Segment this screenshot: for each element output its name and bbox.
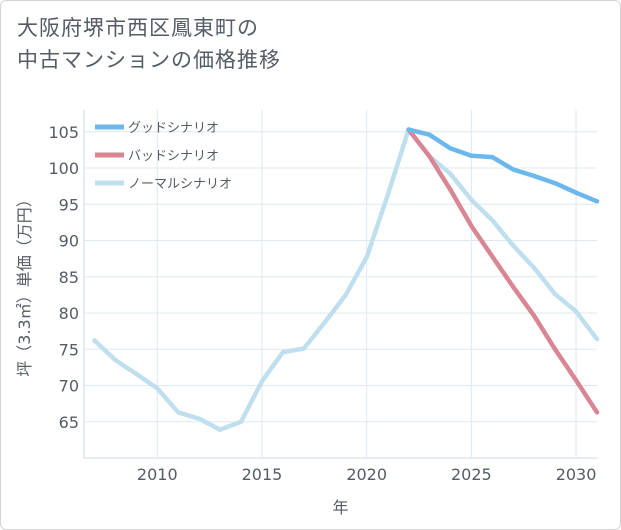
data-point — [322, 320, 327, 325]
data-point — [469, 153, 474, 158]
data-point — [197, 416, 202, 421]
data-point — [217, 427, 223, 432]
legend-label: バッドシナリオ — [128, 149, 219, 164]
data-point — [301, 346, 307, 351]
y-tick-label: 70 — [59, 377, 79, 396]
data-point — [490, 218, 495, 223]
data-point — [552, 292, 558, 297]
data-point — [176, 410, 181, 415]
chart-title-line-2: 中古マンションの価格推移 — [17, 48, 281, 72]
data-point — [385, 193, 390, 198]
data-point — [594, 410, 600, 415]
y-tick-label: 80 — [59, 304, 79, 323]
y-tick-label: 65 — [59, 413, 79, 432]
data-point — [259, 379, 265, 384]
data-point — [427, 154, 432, 159]
y-tick-label: 95 — [59, 195, 79, 214]
data-point — [238, 419, 244, 424]
series-line-0 — [406, 127, 600, 204]
tick-labels: 65 70 75 80 85 90 95 100 105 2010 2015 2020 2025 2030 — [48, 123, 596, 484]
chart-title-line-1: 大阪府堺市西区鳳東町の — [17, 16, 259, 40]
data-point — [552, 181, 558, 186]
data-point — [532, 313, 537, 319]
x-axis-label: 年 — [332, 498, 348, 517]
series-lines — [92, 127, 600, 432]
grid — [83, 110, 597, 459]
series-line-1 — [406, 127, 600, 415]
data-point — [448, 187, 453, 192]
series-line-2 — [92, 127, 600, 432]
data-point — [511, 167, 516, 172]
data-point — [511, 284, 516, 290]
data-point — [490, 154, 495, 160]
data-point — [448, 171, 453, 176]
legend-label: グッドシナリオ — [128, 121, 219, 136]
y-tick-label: 85 — [59, 268, 79, 287]
data-point — [92, 338, 97, 343]
data-point — [552, 347, 558, 352]
data-point — [573, 190, 579, 195]
y-tick-label: 100 — [48, 159, 79, 178]
data-point — [406, 127, 411, 132]
data-point — [573, 309, 579, 314]
data-point — [364, 255, 369, 260]
x-tick-label: 2010 — [137, 465, 178, 484]
chart-title: 大阪府堺市西区鳳東町の 中古マンションの価格推移 — [17, 12, 281, 76]
data-point — [469, 197, 474, 203]
y-tick-label: 105 — [48, 123, 79, 142]
data-point — [469, 223, 474, 229]
data-point — [427, 132, 432, 137]
x-tick-label: 2015 — [242, 465, 283, 484]
data-point — [280, 350, 286, 355]
x-tick-label: 2030 — [556, 465, 597, 484]
data-point — [490, 254, 495, 259]
y-tick-label: 90 — [59, 232, 79, 251]
data-point — [511, 243, 516, 248]
data-point — [573, 378, 579, 383]
data-point — [594, 336, 600, 342]
y-axis-label: 坪（3.3㎡）単価（万円） — [15, 191, 34, 376]
y-tick-label: 75 — [59, 340, 79, 359]
data-point — [155, 386, 160, 391]
data-point — [594, 199, 600, 204]
data-point — [134, 371, 139, 377]
data-point — [343, 292, 348, 298]
legend-label: ノーマルシナリオ — [128, 177, 232, 192]
x-tick-label: 2025 — [451, 465, 492, 484]
data-point — [113, 357, 118, 363]
data-point — [532, 265, 537, 271]
x-tick-label: 2020 — [346, 465, 387, 484]
data-point — [532, 173, 537, 179]
data-point — [448, 146, 453, 151]
